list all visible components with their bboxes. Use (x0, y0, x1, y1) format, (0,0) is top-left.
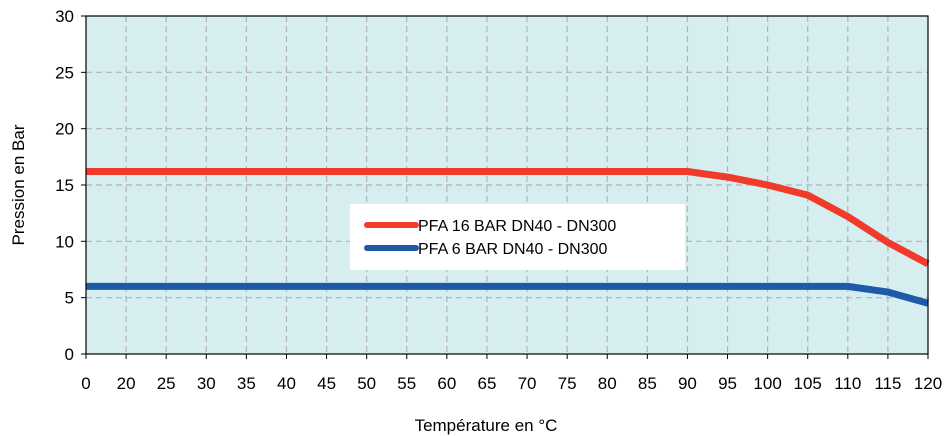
x-tick-label: 60 (437, 374, 456, 393)
x-tick-label: 120 (914, 374, 942, 393)
x-tick-label: 50 (357, 374, 376, 393)
y-tick-label: 5 (65, 289, 74, 308)
x-tick-label: 25 (157, 374, 176, 393)
x-tick-label: 20 (117, 374, 136, 393)
series-lines (86, 167, 930, 307)
x-tick-label: 95 (718, 374, 737, 393)
x-tick-label: 55 (397, 374, 416, 393)
x-tick-label: 75 (558, 374, 577, 393)
y-tick-label: 10 (55, 232, 74, 251)
x-tick-label: 70 (518, 374, 537, 393)
x-axis: 0 20 25 30 35 40 45 50 55 60 65 70 75 80 85 90 95 100 105 1… (81, 354, 942, 393)
y-tick-label: 20 (55, 120, 74, 139)
x-tick-label: 105 (794, 374, 822, 393)
x-tick-label: 45 (317, 374, 336, 393)
x-tick-label: 40 (277, 374, 296, 393)
x-tick-label: 90 (678, 374, 697, 393)
y-tick-label: 30 (55, 7, 74, 26)
x-tick-label: 100 (753, 374, 781, 393)
x-tick-label: 65 (477, 374, 496, 393)
y-tick-label: 0 (65, 345, 74, 364)
x-tick-label: 35 (237, 374, 256, 393)
y-axis-label: Pression en Bar (9, 124, 28, 245)
x-axis-label: Température en °C (415, 416, 558, 435)
series-line-0 (86, 167, 930, 267)
y-axis: 0 5 10 15 20 25 30 (55, 7, 86, 364)
legend: PFA 16 BAR DN40 - DN300 PFA 6 BAR DN40 -… (350, 204, 685, 270)
x-tick-label: 85 (638, 374, 657, 393)
series-line-1 (86, 282, 929, 307)
x-tick-label: 115 (874, 374, 901, 393)
x-tick-label: 30 (197, 374, 216, 393)
y-tick-label: 25 (55, 63, 74, 82)
y-tick-label: 15 (55, 176, 74, 195)
legend-label-pfa-6: PFA 6 BAR DN40 - DN300 (418, 241, 608, 258)
x-tick-label: 80 (598, 374, 617, 393)
legend-label-pfa-16: PFA 16 BAR DN40 - DN300 (418, 218, 616, 235)
x-tick-label: 110 (834, 374, 861, 393)
x-tick-label: 0 (81, 374, 90, 393)
legend-box (350, 204, 685, 270)
